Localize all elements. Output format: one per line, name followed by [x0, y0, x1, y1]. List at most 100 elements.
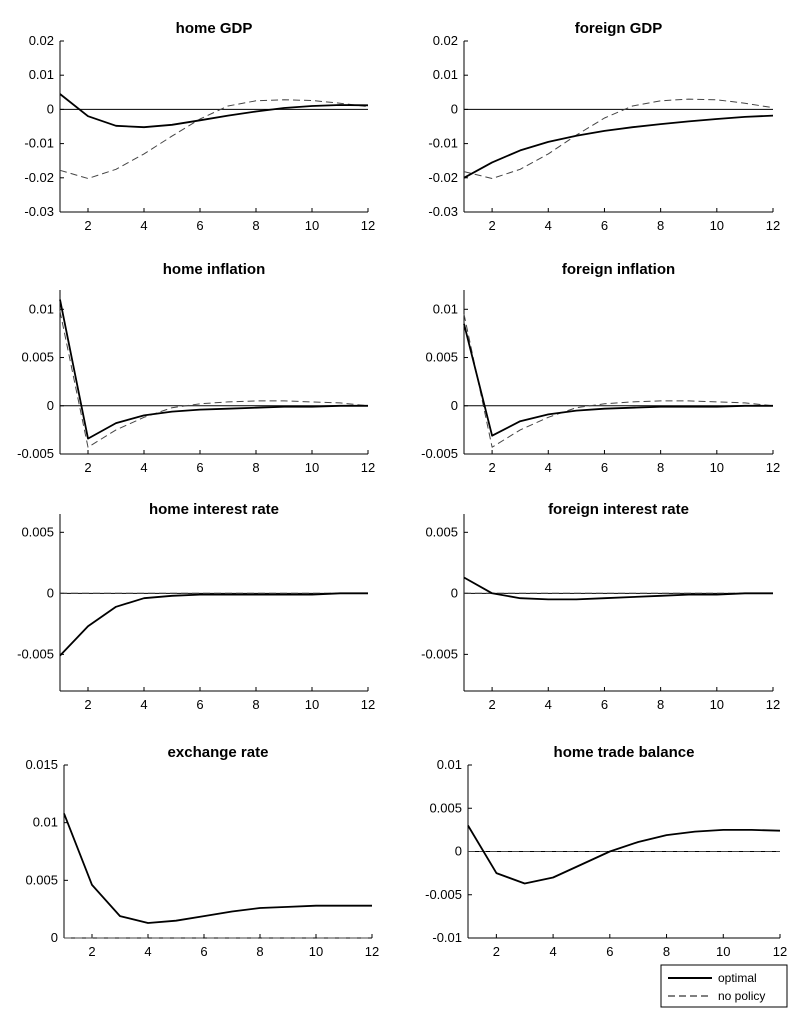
- y-tick-label: -0.005: [17, 446, 54, 461]
- legend-nopolicy-label: no policy: [718, 989, 765, 1003]
- y-tick-label: 0: [451, 585, 458, 600]
- chart-panel: home inflation -0.005 0 0.005 0.01 2 4 6 8 10 12: [17, 261, 375, 475]
- x-tick-label: 6: [196, 218, 203, 233]
- series-line-optimal: [59, 592, 368, 657]
- x-tick-label: 4: [144, 944, 151, 959]
- x-tick-label: 6: [601, 460, 608, 475]
- panel-title: foreign inflation: [562, 261, 675, 278]
- x-tick-label: 2: [488, 460, 495, 475]
- y-tick-label: 0.005: [21, 350, 54, 365]
- x-tick-label: 2: [84, 218, 91, 233]
- x-tick-label: 4: [140, 218, 147, 233]
- y-tick-label: -0.03: [24, 204, 54, 219]
- y-tick-label: 0: [451, 398, 458, 413]
- series-line-no-policy: [59, 99, 369, 179]
- y-tick-label: -0.005: [425, 887, 462, 902]
- x-tick-label: 8: [657, 460, 664, 475]
- x-tick-label: 8: [252, 697, 259, 712]
- x-tick-label: 4: [140, 460, 147, 475]
- y-tick-label: -0.005: [17, 646, 54, 661]
- series-line-no-policy: [463, 313, 774, 448]
- series-line-no-policy: [59, 311, 369, 448]
- x-tick-label: 12: [361, 460, 375, 475]
- y-tick-label: 0: [455, 844, 462, 859]
- chart-panel: home interest rate -0.005 0 0.005 2 4 6 8 10 12: [17, 501, 375, 712]
- x-tick-label: 4: [140, 697, 147, 712]
- panel-title: foreign interest rate: [548, 501, 689, 518]
- x-tick-label: 2: [84, 460, 91, 475]
- chart-panel: foreign interest rate -0.005 0 0.005 2 4 6 8 10 1…: [421, 501, 780, 712]
- legend-optimal-label: optimal: [718, 971, 757, 985]
- series-line-optimal: [59, 299, 368, 440]
- x-tick-label: 2: [493, 944, 500, 959]
- x-tick-label: 2: [488, 697, 495, 712]
- x-tick-label: 8: [663, 944, 670, 959]
- y-tick-label: 0.005: [429, 800, 462, 815]
- y-tick-label: 0.02: [433, 33, 458, 48]
- chart-panel: foreign GDP -0.03 -0.02 -0.01 0 0.01 0.02 2 4 6 8 1…: [428, 20, 780, 233]
- x-tick-label: 12: [365, 944, 379, 959]
- x-tick-label: 8: [657, 218, 664, 233]
- y-tick-label: 0: [51, 930, 58, 945]
- x-tick-label: 10: [305, 697, 319, 712]
- x-tick-label: 12: [773, 944, 787, 959]
- x-tick-label: 4: [545, 218, 552, 233]
- x-tick-label: 12: [361, 218, 375, 233]
- y-tick-label: 0.005: [425, 350, 458, 365]
- panel-title: foreign GDP: [575, 20, 663, 37]
- y-tick-label: -0.01: [432, 930, 462, 945]
- x-tick-label: 6: [196, 460, 203, 475]
- legend: optimal no policy: [660, 964, 788, 1008]
- panel-title: home GDP: [176, 20, 253, 37]
- x-tick-label: 8: [252, 460, 259, 475]
- x-tick-label: 10: [710, 218, 724, 233]
- x-tick-label: 10: [305, 218, 319, 233]
- x-tick-label: 10: [710, 697, 724, 712]
- series-line-no-policy: [463, 98, 774, 179]
- panel-title: home inflation: [163, 261, 266, 278]
- x-tick-label: 8: [256, 944, 263, 959]
- y-tick-label: 0.005: [21, 524, 54, 539]
- series-line-optimal: [463, 576, 773, 601]
- x-tick-label: 6: [196, 697, 203, 712]
- x-tick-label: 6: [606, 944, 613, 959]
- y-tick-label: 0: [47, 585, 54, 600]
- y-tick-label: 0.015: [25, 757, 58, 772]
- x-tick-label: 10: [305, 460, 319, 475]
- x-tick-label: 10: [710, 460, 724, 475]
- x-tick-label: 8: [252, 218, 259, 233]
- chart-panel: exchange rate 0 0.005 0.01 0.015 2 4 6 8 10 12: [25, 744, 379, 959]
- y-tick-label: 0: [47, 101, 54, 116]
- y-tick-label: 0.01: [433, 67, 458, 82]
- y-tick-label: 0.005: [425, 524, 458, 539]
- panel-title: home interest rate: [149, 501, 279, 518]
- y-tick-label: 0.01: [33, 815, 58, 830]
- x-tick-label: 12: [766, 460, 780, 475]
- x-tick-label: 8: [657, 697, 664, 712]
- chart-panel: foreign inflation -0.005 0 0.005 0.01 2 4 6 8 10 1…: [421, 261, 780, 475]
- y-tick-label: -0.02: [24, 170, 54, 185]
- y-tick-label: 0: [451, 101, 458, 116]
- series-line-optimal: [63, 813, 372, 924]
- y-tick-label: 0.01: [29, 67, 54, 82]
- series-line-optimal: [463, 323, 773, 437]
- chart-panel: home GDP -0.03 -0.02 -0.01 0 0.01 0.02 2 4 6 8 10 12: [24, 20, 375, 233]
- chart-panel: home trade balance -0.01 -0.005 0 0.005 0.01 2…: [425, 744, 787, 959]
- y-tick-label: 0.01: [29, 301, 54, 316]
- series-line-optimal: [463, 114, 774, 179]
- y-tick-label: -0.02: [428, 170, 458, 185]
- y-tick-label: 0.02: [29, 33, 54, 48]
- x-tick-label: 12: [766, 218, 780, 233]
- x-tick-label: 2: [88, 944, 95, 959]
- x-tick-label: 4: [545, 460, 552, 475]
- panels: home GDP -0.03 -0.02 -0.01 0 0.01 0.02 2 4 6 8 10 12…: [17, 20, 787, 959]
- panel-title: home trade balance: [554, 744, 695, 761]
- x-tick-label: 2: [488, 218, 495, 233]
- x-tick-label: 12: [766, 697, 780, 712]
- y-tick-label: 0.01: [437, 757, 462, 772]
- y-tick-label: -0.005: [421, 446, 458, 461]
- x-tick-label: 4: [545, 697, 552, 712]
- x-tick-label: 6: [601, 218, 608, 233]
- y-tick-label: 0.005: [25, 872, 58, 887]
